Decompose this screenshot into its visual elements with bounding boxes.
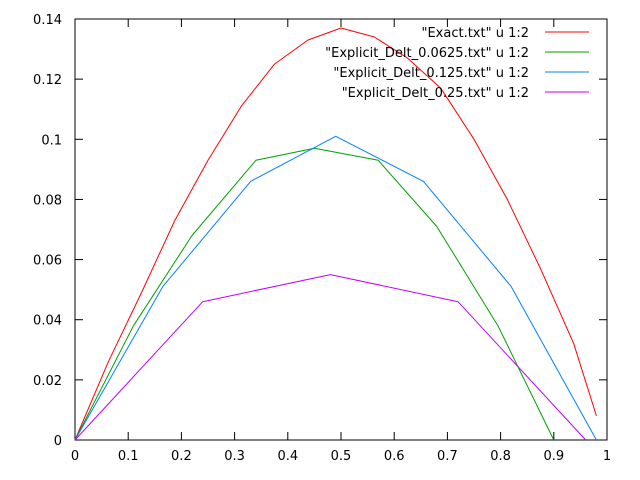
legend-label-4: "Explicit_Delt_0.25.txt" u 1:2	[342, 86, 529, 101]
x-tick-label: 0.1	[118, 449, 139, 464]
x-tick-label: 0.6	[384, 449, 405, 464]
y-tick-label: 0.12	[33, 73, 62, 88]
x-axis: 0 0.1 0.2 0.3 0.4 0.5 0.6 0.7 0.8 0.9 1	[71, 19, 611, 464]
y-tick-label: 0.14	[33, 13, 62, 28]
series-lines	[74, 27, 597, 441]
series-line-1	[74, 27, 597, 441]
x-tick-label: 0.2	[171, 449, 192, 464]
series-line-2	[74, 147, 555, 441]
x-tick-label: 1	[603, 449, 611, 464]
x-tick-label: 0	[71, 449, 79, 464]
y-tick-label: 0.06	[33, 254, 62, 269]
legend-label-3: "Explicit_Delt_0.125.txt" u 1:2	[333, 66, 529, 81]
x-tick-label: 0.9	[543, 449, 564, 464]
legend: "Exact.txt" u 1:2 "Explicit_Delt_0.0625.t…	[325, 26, 589, 101]
x-tick-label: 0.8	[490, 449, 511, 464]
x-tick-label: 0.4	[277, 449, 298, 464]
legend-label-1: "Exact.txt" u 1:2	[421, 26, 529, 41]
legend-label-2: "Explicit_Delt_0.0625.txt" u 1:2	[325, 46, 529, 61]
x-tick-label: 0.3	[224, 449, 245, 464]
series-line-3	[74, 135, 597, 441]
x-tick-label: 0.7	[437, 449, 458, 464]
y-tick-label: 0.08	[33, 193, 62, 208]
y-tick-label: 0.02	[33, 374, 62, 389]
y-axis: 0 0.02 0.04 0.06 0.08 0.1 0.12 0.14	[33, 13, 607, 449]
y-tick-label: 0.04	[33, 314, 62, 329]
series-line-4	[74, 274, 587, 441]
x-tick-label: 0.5	[331, 449, 352, 464]
y-tick-label: 0	[54, 434, 62, 449]
y-tick-label: 0.1	[41, 133, 62, 148]
